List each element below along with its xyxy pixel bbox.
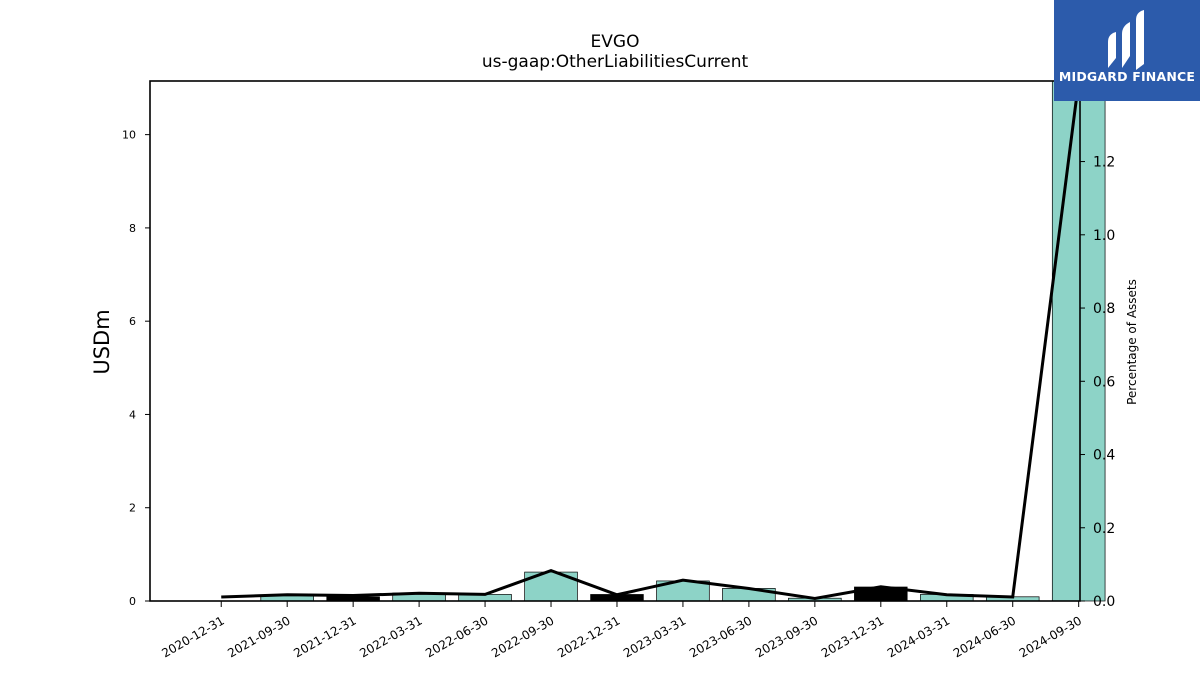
- x-tick-label: 2023-09-30: [753, 613, 820, 660]
- x-tick-label: 2020-12-31: [159, 613, 226, 660]
- y2-tick-label: 1.2: [1093, 155, 1115, 171]
- y2-tick-label: 1.0: [1093, 228, 1115, 244]
- y-tick-label: 0: [129, 595, 136, 608]
- y-axis-label: USDm: [90, 309, 114, 375]
- y2-tick-label: 0.8: [1093, 301, 1115, 317]
- y-tick-label: 2: [129, 502, 136, 515]
- y2-tick-label: 0.6: [1093, 374, 1115, 390]
- x-tick-label: 2022-06-30: [423, 613, 490, 660]
- midgard-logo-icon: [1108, 10, 1144, 70]
- chart-subtitle: us-gaap:OtherLiabilitiesCurrent: [481, 52, 749, 72]
- x-tick-label: 2023-03-31: [621, 613, 688, 660]
- x-tick-label: 2021-12-31: [291, 613, 358, 660]
- y2-tick-label: 0.4: [1093, 448, 1115, 464]
- x-tick-label: 2024-09-30: [1017, 613, 1084, 660]
- y2-axis-label: Percentage of Assets: [1125, 279, 1139, 405]
- x-tick-label: 2021-09-30: [225, 613, 292, 660]
- y-tick-label: 8: [129, 222, 136, 235]
- x-tick-label: 2023-12-31: [819, 613, 886, 660]
- x-tick-label: 2022-12-31: [555, 613, 622, 660]
- x-tick-label: 2022-03-31: [357, 613, 424, 660]
- chart-title: EVGO: [590, 32, 640, 52]
- y-tick-label: 10: [122, 129, 136, 142]
- x-tick-label: 2023-06-30: [687, 613, 754, 660]
- x-tick-label: 2024-03-31: [885, 613, 952, 660]
- y-tick-label: 4: [129, 408, 136, 421]
- y2-tick-label: 0.2: [1093, 521, 1115, 537]
- logo-text: MIDGARD FINANCE: [1058, 69, 1196, 84]
- x-tick-label: 2024-06-30: [951, 613, 1018, 660]
- assets-percentage-line: [221, 80, 1081, 600]
- plot-frame: [149, 80, 1081, 602]
- y-tick-label: 6: [129, 315, 136, 328]
- x-tick-label: 2022-09-30: [489, 613, 556, 660]
- y2-tick-label: 0.0: [1093, 594, 1115, 610]
- midgard-finance-logo: MIDGARD FINANCE: [1054, 0, 1200, 101]
